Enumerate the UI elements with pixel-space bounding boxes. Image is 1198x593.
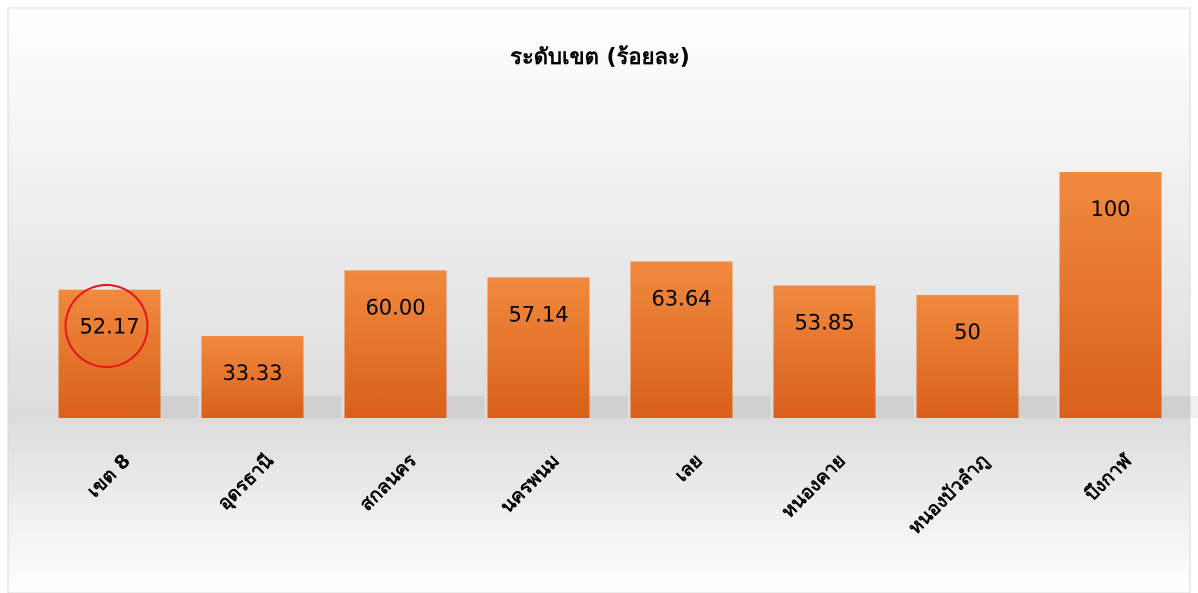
data-label: 52.17 bbox=[79, 315, 139, 339]
bar bbox=[1059, 172, 1162, 418]
data-label: 60.00 bbox=[365, 295, 425, 319]
bar bbox=[916, 295, 1019, 418]
bar bbox=[344, 270, 447, 418]
bar bbox=[630, 261, 733, 418]
chart-title: ระดับเขต (ร้อยละ) bbox=[510, 45, 690, 70]
bar bbox=[773, 285, 876, 418]
data-label: 100 bbox=[1090, 197, 1130, 221]
data-label: 33.33 bbox=[222, 361, 282, 385]
data-label: 53.85 bbox=[794, 311, 854, 335]
bar bbox=[58, 289, 161, 418]
bar bbox=[201, 336, 304, 418]
highlight-circle bbox=[64, 284, 149, 368]
bar bbox=[487, 277, 590, 418]
data-label: 57.14 bbox=[508, 302, 568, 326]
data-label: 63.64 bbox=[651, 286, 711, 310]
data-label: 50 bbox=[954, 320, 981, 344]
